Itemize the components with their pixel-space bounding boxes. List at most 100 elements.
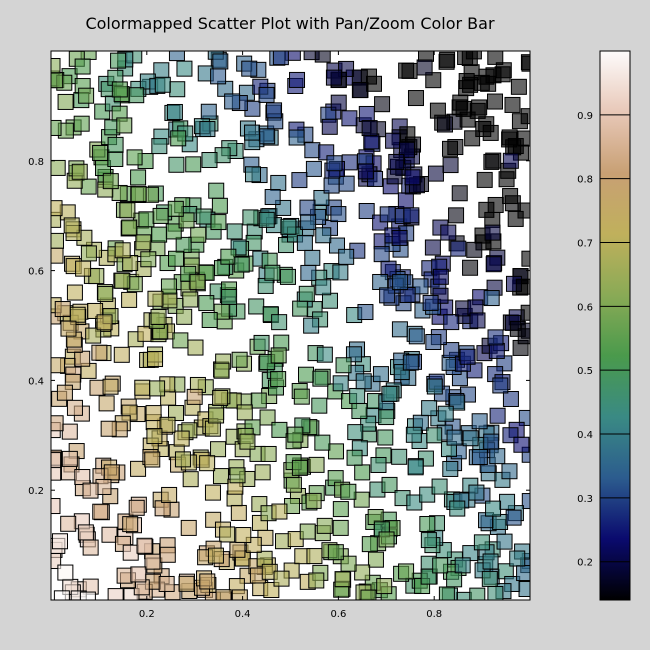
scatter-point	[154, 76, 171, 93]
scatter-point	[154, 500, 171, 517]
scatter-point	[114, 242, 131, 259]
scatter-point	[110, 52, 127, 69]
x-tick-label: 0.6	[330, 609, 346, 620]
scatter-point	[422, 294, 439, 311]
scatter-point	[259, 409, 276, 426]
scatter-point	[80, 178, 97, 195]
scatter-point	[53, 590, 70, 600]
scatter-point	[122, 544, 139, 561]
y-tick-label: 0.4	[28, 376, 44, 387]
scatter-point	[173, 430, 190, 447]
scatter-point	[370, 456, 387, 473]
scatter-point	[176, 60, 193, 77]
scatter-point	[332, 375, 349, 392]
scatter-point	[306, 548, 323, 565]
scatter-point	[60, 464, 77, 481]
scatter-point	[426, 427, 443, 444]
scatter-point	[405, 426, 422, 443]
scatter-point	[293, 388, 310, 405]
scatter-point	[321, 292, 338, 309]
scatter-point	[458, 73, 475, 90]
scatter-point	[454, 557, 471, 574]
scatter-point	[483, 290, 500, 307]
scatter-point	[378, 531, 395, 548]
scatter-point	[122, 516, 139, 533]
scatter-point	[126, 149, 143, 166]
scatter-point	[480, 75, 497, 92]
scatter-point	[442, 140, 459, 157]
y-tick-label: 0.6	[28, 267, 44, 278]
scatter-point	[448, 207, 465, 224]
scatter-point	[487, 586, 504, 600]
scatter-point	[380, 260, 397, 277]
scatter-point	[199, 573, 216, 590]
scatter-point	[299, 199, 316, 216]
scatter-point	[168, 156, 185, 173]
scatter-point	[403, 207, 420, 224]
scatter-point	[509, 550, 526, 567]
scatter-point	[130, 185, 147, 202]
scatter-point	[379, 206, 396, 223]
scatter-point	[241, 60, 258, 77]
scatter-point	[144, 451, 161, 468]
scatter-point	[332, 264, 349, 281]
scatter-point	[515, 278, 530, 295]
scatter-point	[334, 571, 351, 588]
scatter-point	[305, 160, 322, 177]
scatter-point	[407, 459, 424, 476]
scatter-point	[159, 416, 176, 433]
scatter-point	[285, 476, 302, 493]
scatter-point	[340, 483, 357, 500]
scatter-point	[170, 130, 187, 147]
scatter-point	[292, 300, 309, 317]
scatter-point	[402, 354, 419, 371]
scatter-point	[330, 94, 347, 111]
scatter-point	[300, 213, 317, 230]
scatter-point	[57, 93, 74, 110]
scatter-point	[102, 173, 119, 190]
scatter-point	[323, 177, 340, 194]
scatter-point	[378, 409, 395, 426]
scatter-point	[397, 192, 414, 209]
scatter-point	[340, 555, 357, 572]
scatter-point	[377, 429, 394, 446]
scatter-point	[153, 62, 170, 79]
colorbar-ticks: 0.2 0.3 0.4 0.5 0.6 0.7 0.8 0.9	[577, 111, 630, 569]
scatter-point	[51, 498, 61, 515]
colorbar-tick-label: 0.3	[577, 494, 593, 505]
colorbar[interactable]	[599, 50, 631, 601]
scatter-point	[351, 403, 368, 420]
scatter-point	[507, 210, 524, 227]
scatter-point	[130, 169, 147, 186]
scatter-point	[381, 476, 398, 493]
scatter-point	[440, 224, 457, 241]
scatter-point	[420, 532, 437, 549]
scatter-point	[69, 306, 86, 323]
scatter-point	[424, 239, 441, 256]
scatter-point	[270, 371, 287, 388]
scatter-point	[198, 295, 215, 312]
scatter-point	[469, 587, 486, 600]
scatter-point	[145, 405, 162, 422]
scatter-point	[208, 182, 225, 199]
scatter-point	[175, 236, 192, 253]
scatter-point	[501, 463, 518, 480]
scatter-point	[505, 509, 522, 526]
scatter-point	[158, 575, 175, 592]
scatter-point	[471, 413, 488, 430]
scatter-point	[316, 346, 333, 363]
scatter-point	[487, 196, 504, 213]
scatter-point	[446, 571, 463, 588]
scatter-point	[119, 202, 136, 219]
scatter-point	[271, 421, 288, 438]
scatter-point	[224, 93, 241, 110]
scatter-point	[354, 564, 371, 581]
scatter-point	[412, 278, 429, 295]
scatter-point	[151, 226, 168, 243]
scatter-point	[211, 197, 228, 214]
scatter-point	[51, 58, 61, 75]
scatter-point	[482, 553, 499, 570]
scatter-point	[229, 467, 246, 484]
scatter-point	[502, 390, 519, 407]
